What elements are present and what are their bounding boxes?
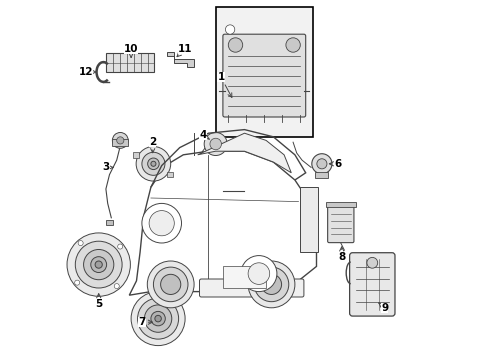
Circle shape — [147, 158, 159, 170]
Polygon shape — [197, 133, 291, 173]
Circle shape — [366, 257, 377, 268]
Circle shape — [78, 240, 83, 246]
Circle shape — [118, 244, 122, 249]
Text: 3: 3 — [102, 162, 113, 172]
Circle shape — [117, 137, 123, 144]
Circle shape — [155, 315, 161, 322]
Bar — [132, 152, 139, 158]
Polygon shape — [167, 52, 194, 67]
Bar — [166, 171, 173, 177]
Bar — [314, 172, 328, 178]
Text: 10: 10 — [123, 44, 138, 57]
Circle shape — [136, 147, 170, 181]
Text: 11: 11 — [177, 44, 192, 57]
Bar — [215, 7, 312, 137]
Text: 8: 8 — [337, 247, 345, 262]
Circle shape — [247, 261, 294, 308]
Circle shape — [114, 284, 119, 289]
Circle shape — [311, 154, 331, 174]
Text: 9: 9 — [378, 303, 387, 313]
Bar — [223, 266, 265, 288]
Bar — [300, 187, 318, 252]
Circle shape — [228, 38, 242, 52]
Circle shape — [137, 298, 178, 339]
Bar — [112, 139, 128, 146]
Circle shape — [241, 256, 276, 292]
Circle shape — [261, 274, 281, 294]
Bar — [106, 220, 113, 225]
Text: 1: 1 — [217, 72, 231, 98]
Bar — [106, 53, 154, 72]
Text: 2: 2 — [149, 137, 156, 153]
Circle shape — [142, 203, 181, 243]
Circle shape — [75, 280, 80, 285]
Text: 6: 6 — [329, 159, 341, 169]
Circle shape — [95, 261, 102, 268]
Text: 5: 5 — [95, 294, 102, 309]
FancyBboxPatch shape — [199, 279, 303, 297]
Circle shape — [144, 305, 171, 332]
Circle shape — [254, 267, 288, 302]
Circle shape — [285, 38, 300, 52]
Circle shape — [316, 159, 326, 169]
FancyBboxPatch shape — [349, 253, 394, 316]
FancyBboxPatch shape — [327, 206, 353, 243]
Circle shape — [75, 241, 122, 288]
FancyBboxPatch shape — [223, 34, 305, 117]
Polygon shape — [129, 151, 316, 295]
Circle shape — [142, 152, 164, 175]
Bar — [325, 202, 355, 207]
Circle shape — [225, 25, 234, 34]
Circle shape — [151, 161, 156, 166]
Circle shape — [160, 274, 181, 294]
Circle shape — [67, 233, 130, 296]
Circle shape — [149, 211, 174, 236]
Circle shape — [151, 311, 165, 326]
Circle shape — [247, 263, 269, 284]
Circle shape — [204, 132, 227, 156]
Text: 7: 7 — [138, 317, 152, 327]
Text: 4: 4 — [199, 130, 209, 140]
Circle shape — [112, 132, 128, 148]
Circle shape — [83, 249, 114, 280]
Circle shape — [209, 138, 221, 150]
Text: 12: 12 — [79, 67, 96, 77]
Circle shape — [153, 267, 187, 302]
Circle shape — [91, 257, 106, 273]
Circle shape — [131, 292, 185, 346]
Circle shape — [147, 261, 194, 308]
